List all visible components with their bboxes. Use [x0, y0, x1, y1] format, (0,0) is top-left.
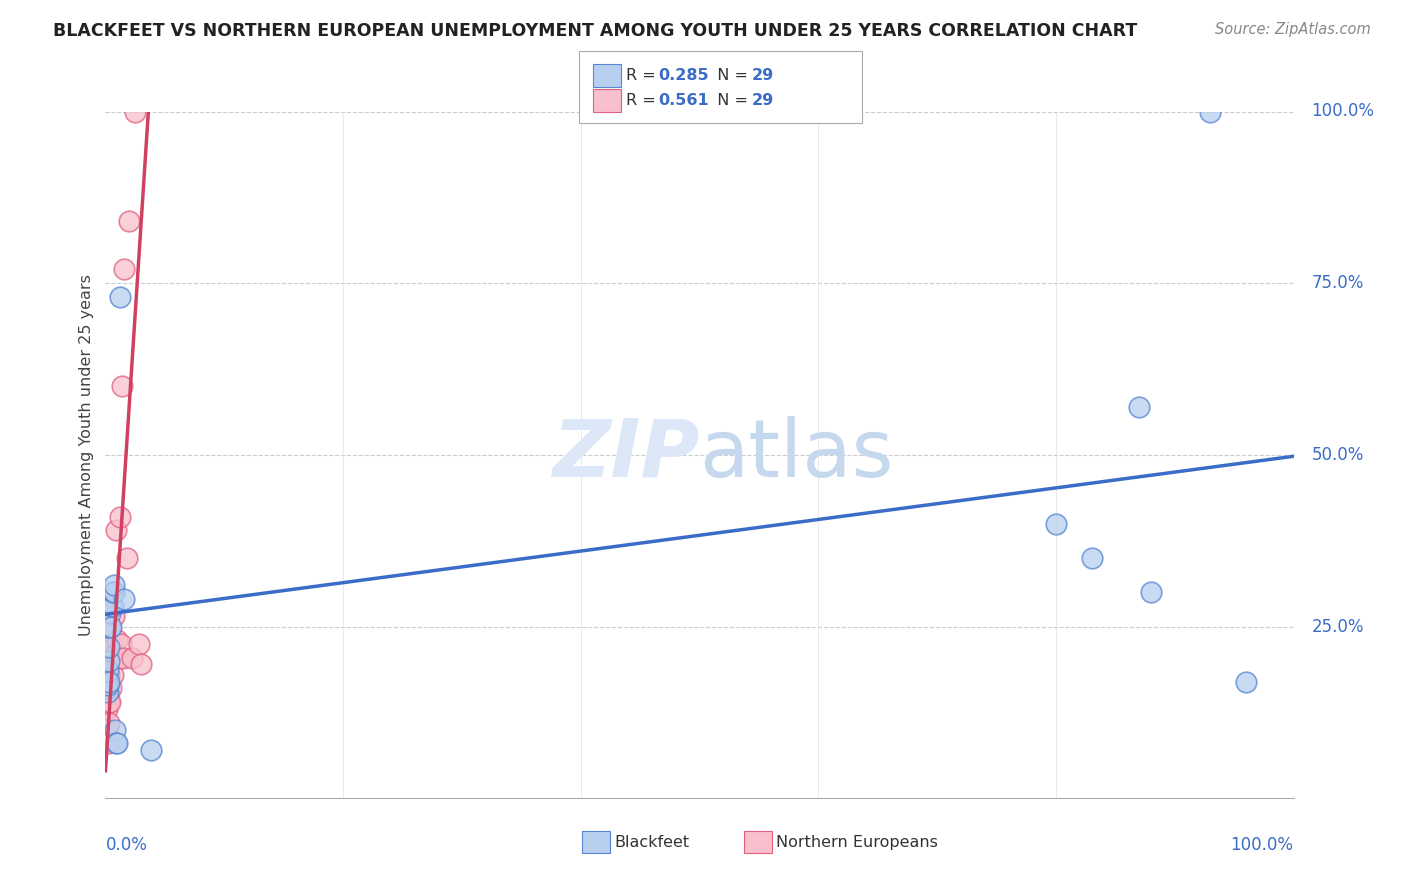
Point	[105, 736, 128, 750]
Point	[96, 702, 118, 716]
Point	[1234, 674, 1257, 689]
Text: 100.0%: 100.0%	[1312, 103, 1374, 120]
Point	[97, 678, 120, 692]
Point	[104, 647, 127, 661]
Point	[1045, 516, 1067, 531]
Point	[105, 736, 128, 750]
Point	[98, 695, 121, 709]
Point	[100, 647, 122, 661]
Point	[124, 104, 146, 119]
Point	[98, 667, 121, 681]
Point	[97, 665, 120, 679]
Point	[118, 214, 141, 228]
Text: Source: ZipAtlas.com: Source: ZipAtlas.com	[1215, 22, 1371, 37]
Text: 50.0%: 50.0%	[1312, 446, 1364, 464]
Point	[100, 599, 122, 613]
Point	[97, 689, 120, 703]
Text: 29: 29	[752, 94, 775, 108]
Point	[1080, 551, 1102, 566]
Point	[105, 633, 128, 648]
Point	[129, 657, 152, 672]
Point	[100, 681, 122, 696]
Point	[121, 650, 143, 665]
Text: 0.561: 0.561	[658, 94, 709, 108]
Point	[1128, 400, 1150, 414]
Point	[103, 609, 125, 624]
Point	[98, 674, 121, 689]
Point	[98, 654, 121, 668]
Point	[103, 585, 125, 599]
Point	[97, 736, 120, 750]
Point	[112, 650, 135, 665]
Point	[111, 379, 134, 393]
Point	[107, 650, 129, 665]
Point	[108, 509, 131, 524]
Point	[128, 637, 150, 651]
Point	[101, 640, 124, 655]
Text: 29: 29	[752, 69, 775, 83]
Text: N =: N =	[707, 94, 754, 108]
Text: 0.0%: 0.0%	[105, 836, 148, 855]
Text: R =: R =	[626, 94, 661, 108]
Point	[96, 671, 118, 685]
Point	[114, 592, 136, 607]
Point	[1140, 585, 1163, 599]
Point	[98, 640, 121, 655]
Point	[98, 715, 121, 730]
Text: Blackfeet: Blackfeet	[614, 835, 689, 849]
Point	[96, 723, 118, 737]
Text: 75.0%: 75.0%	[1312, 274, 1364, 293]
Point	[101, 599, 124, 613]
Text: 0.285: 0.285	[658, 69, 709, 83]
Point	[96, 674, 118, 689]
Point	[114, 262, 136, 277]
Y-axis label: Unemployment Among Youth under 25 years: Unemployment Among Youth under 25 years	[79, 274, 94, 636]
Point	[110, 637, 132, 651]
Text: Northern Europeans: Northern Europeans	[776, 835, 938, 849]
Point	[139, 743, 162, 757]
Point	[101, 667, 124, 681]
Point	[97, 685, 120, 699]
Point	[105, 524, 128, 538]
Point	[98, 619, 121, 633]
Text: atlas: atlas	[700, 416, 894, 494]
Text: ZIP: ZIP	[553, 416, 700, 494]
Point	[103, 578, 125, 592]
Text: 100.0%: 100.0%	[1230, 836, 1294, 855]
Point	[108, 290, 131, 304]
Text: R =: R =	[626, 69, 661, 83]
Point	[115, 551, 138, 566]
Text: BLACKFEET VS NORTHERN EUROPEAN UNEMPLOYMENT AMONG YOUTH UNDER 25 YEARS CORRELATI: BLACKFEET VS NORTHERN EUROPEAN UNEMPLOYM…	[53, 22, 1137, 40]
Text: N =: N =	[707, 69, 754, 83]
Point	[100, 619, 122, 633]
Point	[101, 585, 124, 599]
Point	[1199, 104, 1222, 119]
Text: 25.0%: 25.0%	[1312, 617, 1364, 636]
Point	[98, 654, 121, 668]
Point	[104, 723, 127, 737]
Point	[98, 695, 121, 709]
Point	[96, 681, 118, 696]
Point	[98, 606, 121, 620]
